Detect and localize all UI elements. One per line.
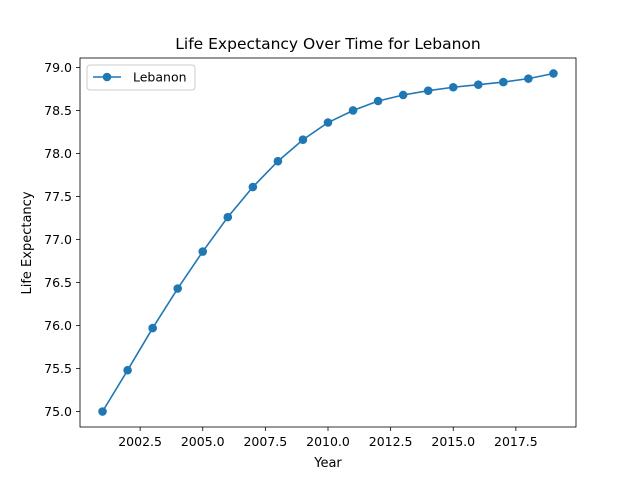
y-tick-label: 77.0 (44, 232, 72, 247)
plot-area: 2002.5 2005.0 2007.5 2010.0 2012.5 2015.0 2017… (44, 57, 577, 449)
data-point (423, 86, 433, 95)
y-tick-label: 75.5 (44, 361, 72, 376)
y-tick-label: 78.0 (44, 146, 72, 161)
legend-marker (102, 72, 112, 82)
data-point (348, 106, 358, 115)
data-point (273, 156, 283, 166)
x-tick-label: 2005.0 (181, 434, 225, 449)
data-point (524, 74, 533, 83)
x-axis-title: Year (313, 456, 342, 471)
legend: Lebanon (86, 64, 196, 91)
x-tick-label: 2007.5 (243, 434, 287, 449)
data-point (398, 90, 408, 100)
y-tick-label: 76.0 (44, 318, 72, 333)
data-point (123, 365, 132, 375)
data-point (98, 407, 107, 416)
data-point (248, 182, 258, 192)
data-point (323, 118, 333, 127)
y-tick-label: 75.0 (44, 404, 72, 419)
data-point (549, 69, 558, 78)
y-tick-label: 79.0 (44, 60, 72, 75)
chart-title: Life Expectancy Over Time for Lebanon (175, 35, 480, 53)
x-tick-label: 2017.5 (494, 434, 538, 449)
data-point (148, 323, 157, 333)
data-point (373, 96, 383, 106)
data-point (173, 284, 182, 293)
y-axis-title: Life Expectancy (20, 191, 35, 294)
y-tick-label: 76.5 (44, 275, 72, 290)
x-tick-label: 2015.0 (431, 434, 475, 449)
legend-label: Lebanon (133, 70, 187, 85)
axes-frame (79, 57, 577, 428)
data-point (474, 80, 483, 89)
data-point (198, 247, 208, 256)
data-point (448, 82, 458, 92)
data-point (298, 135, 308, 145)
y-tick-label: 78.5 (44, 103, 72, 118)
data-point (223, 212, 233, 222)
x-tick-label: 2010.0 (306, 434, 350, 449)
x-tick-label: 2012.5 (369, 434, 413, 449)
x-tick-label: 2002.5 (118, 434, 162, 449)
data-point (499, 77, 508, 87)
legend-box (86, 64, 196, 91)
y-tick-label: 77.5 (44, 189, 72, 204)
